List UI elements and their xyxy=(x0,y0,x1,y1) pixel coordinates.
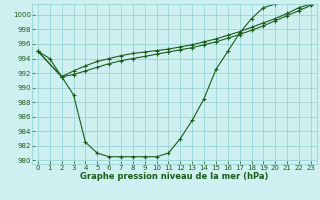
X-axis label: Graphe pression niveau de la mer (hPa): Graphe pression niveau de la mer (hPa) xyxy=(80,172,268,181)
